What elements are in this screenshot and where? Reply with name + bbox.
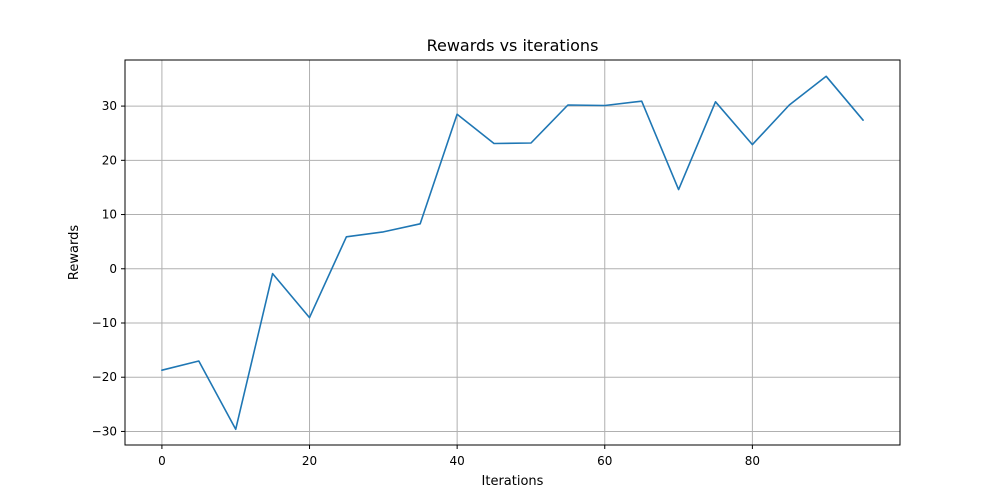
- x-tick-label: 40: [450, 454, 465, 468]
- grid: [125, 60, 900, 445]
- y-tick-label: 10: [102, 208, 117, 222]
- rewards-series-line: [161, 75, 864, 431]
- x-tick-label: 20: [302, 454, 317, 468]
- plot-frame: [124, 59, 901, 446]
- y-tick-label: 0: [109, 262, 117, 276]
- y-tick-label: −20: [92, 370, 117, 384]
- y-tick-label: −30: [92, 424, 117, 438]
- x-tick-label: 80: [745, 454, 760, 468]
- y-tick-label: 20: [102, 153, 117, 167]
- x-axis-label: Iterations: [482, 474, 544, 489]
- y-tick-label: 30: [102, 99, 117, 113]
- y-axis-label: Rewards: [67, 225, 82, 280]
- x-tick-label: 60: [597, 454, 612, 468]
- axis-ticks: 0 20 40 60 80 −30 −20 −10 0 10 20 30: [92, 99, 760, 468]
- series-layer: [161, 75, 864, 431]
- chart-title: Rewards vs iterations: [427, 36, 599, 55]
- x-tick-label: 0: [158, 454, 166, 468]
- y-tick-label: −10: [92, 316, 117, 330]
